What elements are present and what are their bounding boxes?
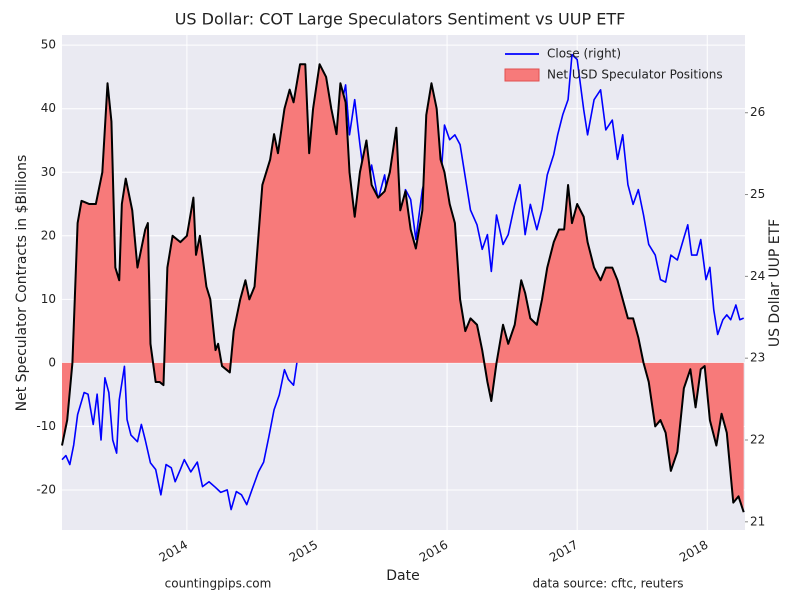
legend-label: Close (right) [547, 47, 621, 61]
footnote: data source: cftc, reuters [532, 577, 683, 591]
y-axis-label: Net Speculator Contracts in $Billions [14, 155, 30, 412]
y-tick-label: -10 [36, 419, 56, 433]
y2-tick-label: 23 [750, 351, 765, 365]
y2-axis-label: US Dollar UUP ETF [767, 219, 783, 347]
y2-tick-label: 24 [750, 269, 765, 283]
y-tick-label: -20 [36, 482, 56, 496]
x-tick-label: 2016 [417, 538, 450, 565]
y-tick-label: 0 [48, 355, 56, 369]
x-tick-label: 2015 [287, 538, 320, 565]
y2-tick-label: 25 [750, 187, 765, 201]
legend-swatch [504, 68, 540, 82]
y-tick-label: 50 [41, 38, 56, 52]
footnote: countingpips.com [165, 577, 272, 591]
x-tick-label: 2014 [157, 538, 190, 565]
x-tick-label: 2017 [547, 538, 580, 565]
y2-tick-label: 21 [750, 514, 765, 528]
y-tick-label: 20 [41, 228, 56, 242]
line [61, 63, 745, 513]
legend-label: Net USD Speculator Positions [547, 68, 723, 82]
y-tick-label: 40 [41, 101, 56, 115]
y2-tick-label: 22 [750, 433, 765, 447]
area [62, 64, 744, 513]
x-axis-label: Date [386, 568, 419, 584]
y-tick-label: 10 [41, 292, 56, 306]
y2-tick-label: 26 [750, 105, 765, 119]
x-tick-label: 2018 [677, 538, 710, 565]
chart-title: US Dollar: COT Large Speculators Sentime… [175, 10, 626, 29]
y-tick-label: 30 [41, 165, 56, 179]
